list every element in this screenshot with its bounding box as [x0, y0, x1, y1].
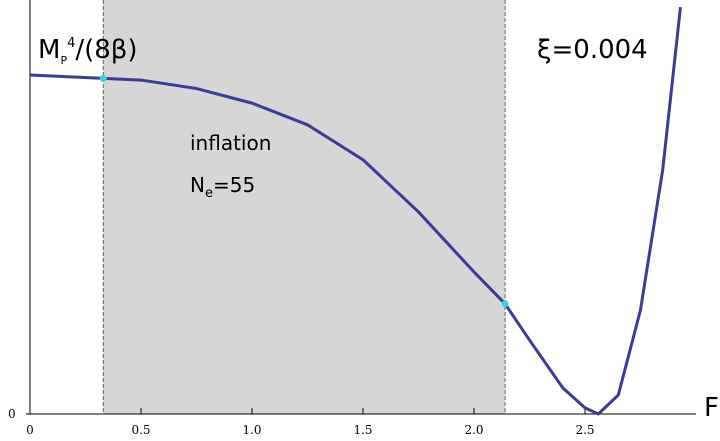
x-tick-label: 2.0	[464, 423, 483, 437]
region-point	[501, 300, 509, 308]
x-tick-label: 0	[26, 423, 34, 437]
y-axis-label: MP4/(8β)	[38, 35, 138, 67]
param-label: ξ=0.004	[537, 35, 648, 65]
x-tick-label: 2.5	[575, 423, 594, 437]
inflation-region	[103, 0, 506, 414]
region-label: inflation	[190, 131, 271, 155]
x-tick-label: 1.0	[242, 423, 261, 437]
efolds-sub: e	[205, 186, 213, 201]
y-label-main: M	[38, 35, 60, 65]
x-axis-label: F	[704, 393, 719, 423]
region-point	[99, 74, 107, 82]
y-label-sup: 4	[67, 36, 75, 51]
efolds-rest: =55	[213, 173, 255, 197]
x-tick-label: 0.5	[131, 423, 150, 437]
y-tick-label: 0	[8, 407, 16, 421]
y-label-sub: P	[60, 54, 67, 67]
efolds-main: N	[190, 173, 205, 197]
efolds-label: Ne=55	[190, 173, 255, 201]
y-label-rest: /(8β)	[75, 35, 137, 65]
x-tick-label: 1.5	[353, 423, 372, 437]
potential-curve	[29, 7, 682, 416]
